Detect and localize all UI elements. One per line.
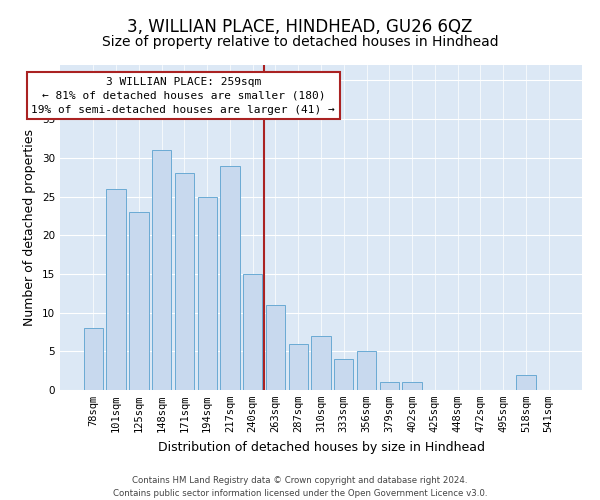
- Bar: [380, 382, 399, 390]
- Bar: [220, 166, 239, 390]
- Bar: [334, 359, 353, 390]
- Text: 3 WILLIAN PLACE: 259sqm
← 81% of detached houses are smaller (180)
19% of semi-d: 3 WILLIAN PLACE: 259sqm ← 81% of detache…: [31, 76, 335, 114]
- X-axis label: Distribution of detached houses by size in Hindhead: Distribution of detached houses by size …: [157, 440, 485, 454]
- Bar: [289, 344, 308, 390]
- Bar: [243, 274, 262, 390]
- Bar: [516, 374, 536, 390]
- Bar: [175, 174, 194, 390]
- Text: Size of property relative to detached houses in Hindhead: Size of property relative to detached ho…: [101, 35, 499, 49]
- Text: 3, WILLIAN PLACE, HINDHEAD, GU26 6QZ: 3, WILLIAN PLACE, HINDHEAD, GU26 6QZ: [127, 18, 473, 36]
- Bar: [311, 336, 331, 390]
- Bar: [84, 328, 103, 390]
- Bar: [106, 189, 126, 390]
- Bar: [266, 305, 285, 390]
- Bar: [197, 196, 217, 390]
- Bar: [129, 212, 149, 390]
- Bar: [403, 382, 422, 390]
- Bar: [357, 352, 376, 390]
- Y-axis label: Number of detached properties: Number of detached properties: [23, 129, 37, 326]
- Bar: [152, 150, 172, 390]
- Text: Contains HM Land Registry data © Crown copyright and database right 2024.
Contai: Contains HM Land Registry data © Crown c…: [113, 476, 487, 498]
